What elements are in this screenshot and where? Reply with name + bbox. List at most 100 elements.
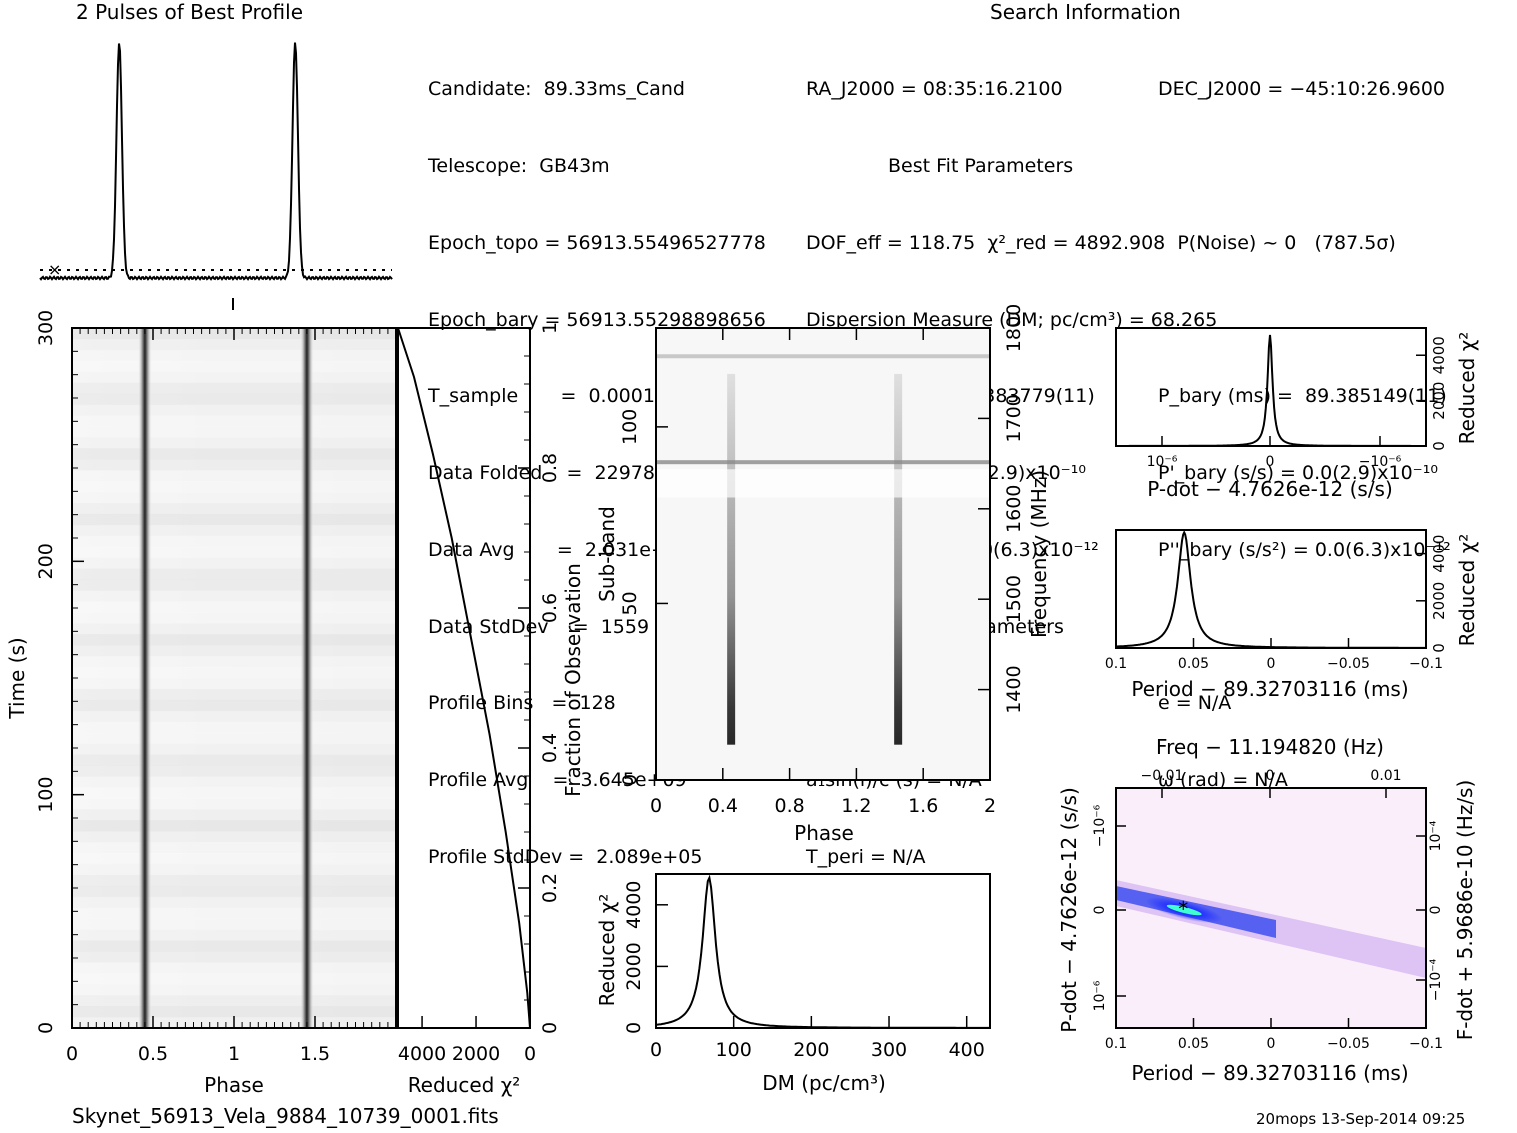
profile-title: 2 Pulses of Best Profile — [76, 0, 303, 24]
y2-tick-label: 1400 — [1003, 665, 1025, 713]
time-row-stripe — [72, 754, 396, 766]
x-tick-label: 4000 — [398, 1043, 446, 1065]
y-tick-label: 0 — [35, 1022, 57, 1034]
time-row-stripe — [72, 524, 396, 537]
info-profile-bins: Profile Bins = 128 — [428, 692, 616, 715]
info-dof: DOF_eff = 118.75 χ²_red = 4892.908 P(Noi… — [806, 231, 1396, 254]
info-telescope: Telescope: GB43m — [428, 154, 610, 177]
time-row-stripe — [72, 863, 396, 876]
time-row-stripe — [72, 371, 396, 384]
subband-pulse-track — [894, 373, 903, 745]
x-tick-label: 0.5 — [138, 1043, 168, 1065]
dm-axis-title: DM (pc/cm³) — [762, 1071, 886, 1095]
y-tick-label: 0.6 — [539, 593, 561, 623]
x-tick-label: 0 — [524, 1043, 536, 1065]
time-row-stripe — [72, 645, 396, 657]
rfi-band — [656, 460, 990, 465]
x2-tick-label: 0 — [1266, 768, 1275, 784]
y-tick-label: 200 — [35, 543, 57, 579]
x-tick-label: 1.2 — [841, 795, 871, 817]
time-phase-panel: 0 0.5 1 1.5 0 100 200 300 Phase Time (s) — [5, 298, 397, 1097]
dm-curve — [655, 874, 990, 1029]
y-tick-label: 0.8 — [539, 453, 561, 483]
x-tick-label: 0.1 — [1105, 1036, 1127, 1052]
time-row-stripe — [72, 962, 396, 974]
info-epoch-topo: Epoch_topo = 56913.55496527778 — [428, 231, 766, 254]
time-row-stripe — [72, 995, 396, 1007]
pp-best-marker: * — [1178, 897, 1188, 921]
x-tick-label: 0 — [1266, 454, 1275, 470]
y-tick-label: 0 — [1092, 906, 1108, 915]
y-tick-label: 0.2 — [539, 873, 561, 903]
chi2-fraction-panel: 4000 2000 00 0.2 0.4 0.6 0.8 1 Reduced χ² Fractio… — [397, 322, 585, 1097]
y-tick-label: 2000 — [1430, 382, 1448, 420]
subband-background — [656, 328, 990, 780]
time-row-stripe — [72, 918, 396, 931]
x-tick-label: −0.1 — [1409, 656, 1443, 672]
y2-tick-label: 1800 — [1003, 304, 1025, 352]
y-tick-label: 100 — [619, 409, 641, 445]
time-row-stripe — [72, 612, 396, 624]
chi2-period-panel: 0.1 0.05 0 −0.05 −0.1 0 2000 4000 Period − 89.32… — [1105, 529, 1479, 701]
chi2-axis-title: Reduced χ² — [408, 1073, 521, 1097]
y-tick-label: 2000 — [623, 942, 645, 990]
time-row-stripe — [72, 853, 396, 865]
period-axis-title: Period − 89.32703116 (ms) — [1131, 677, 1408, 701]
time-row-stripe — [72, 798, 396, 810]
pdot-frame — [1115, 327, 1427, 447]
y-tick-label: 4000 — [1430, 535, 1448, 573]
x-tick-label: 0 — [1267, 1036, 1276, 1052]
time-row-stripe — [72, 579, 396, 591]
y2-tick-label: 1500 — [1003, 575, 1025, 623]
y-tick-label: 0 — [1430, 441, 1448, 451]
info-candidate: Candidate: 89.33ms_Cand — [428, 78, 685, 101]
time-row-stripe — [72, 699, 396, 712]
period-frame — [1115, 529, 1427, 649]
x2-tick-label: −0.01 — [1141, 768, 1184, 784]
time-row-stripe — [72, 470, 396, 482]
time-row-stripe — [72, 568, 396, 581]
time-row-stripe — [72, 546, 396, 559]
time-row-stripe — [72, 973, 396, 985]
time-row-stripe — [72, 765, 396, 777]
y-tick-label: 4000 — [1430, 336, 1448, 374]
time-row-stripe — [72, 667, 396, 679]
time-row-stripe — [72, 557, 396, 570]
info-tperi: T_peri = N/A — [806, 846, 926, 868]
y-tick-label: 0 — [623, 1022, 645, 1034]
x-tick-label: 300 — [871, 1039, 907, 1061]
freq-axis-title: Freq − 11.194820 (Hz) — [1156, 735, 1384, 759]
time-row-stripe — [72, 1006, 396, 1018]
y2-tick-label: −10⁻⁴ — [1428, 958, 1444, 1001]
y-tick-label: 1 — [539, 322, 561, 334]
footer-filename: Skynet_56913_Vela_9884_10739_0001.fits — [72, 1104, 499, 1128]
x-tick-label: 2000 — [452, 1043, 500, 1065]
time-row-stripe — [72, 590, 396, 602]
info-pdbary: P'_bary (s/s) = 0.0(2.9)x10⁻¹⁰ — [1158, 462, 1438, 485]
info-epoch-bary: Epoch_bary = 56913.55298898656 — [428, 308, 766, 331]
subband-axis-title: Sub-band — [595, 506, 619, 602]
time-row-stripe — [72, 984, 396, 996]
profile-plot: × — [39, 42, 393, 281]
y-tick-label: 10⁻⁶ — [1092, 980, 1108, 1011]
time-row-stripe — [72, 338, 396, 351]
y2-tick-label: 0 — [1428, 906, 1444, 915]
time-row-stripe — [72, 535, 396, 548]
x-tick-label: 0.05 — [1178, 1036, 1209, 1052]
time-row-stripe — [72, 623, 396, 635]
x-tick-label: 2 — [984, 795, 996, 817]
search-info-title: Search Information — [990, 0, 1181, 24]
pdot-axis-title: P-dot − 4.7626e-12 (s/s) — [1147, 477, 1393, 501]
x2-tick-label: 0.01 — [1370, 768, 1401, 784]
subband-phase-title: Phase — [794, 821, 854, 845]
pp-fdot-title: F-dot + 5.9686e-10 (Hz/s) — [1453, 780, 1477, 1041]
time-row-stripe — [72, 929, 396, 941]
x-tick-label: 0.8 — [774, 795, 804, 817]
chi2-pdot-panel: 10⁻⁶ 0 −10⁻⁶ 0 2000 4000 P-dot − 4.7626e-12 (s… — [1115, 327, 1479, 501]
time-row-stripe — [72, 448, 396, 460]
y-tick-label: 0 — [619, 774, 641, 786]
time-row-stripe — [72, 743, 396, 756]
x-tick-label: 1.6 — [908, 795, 938, 817]
time-row-stripe — [72, 776, 396, 788]
